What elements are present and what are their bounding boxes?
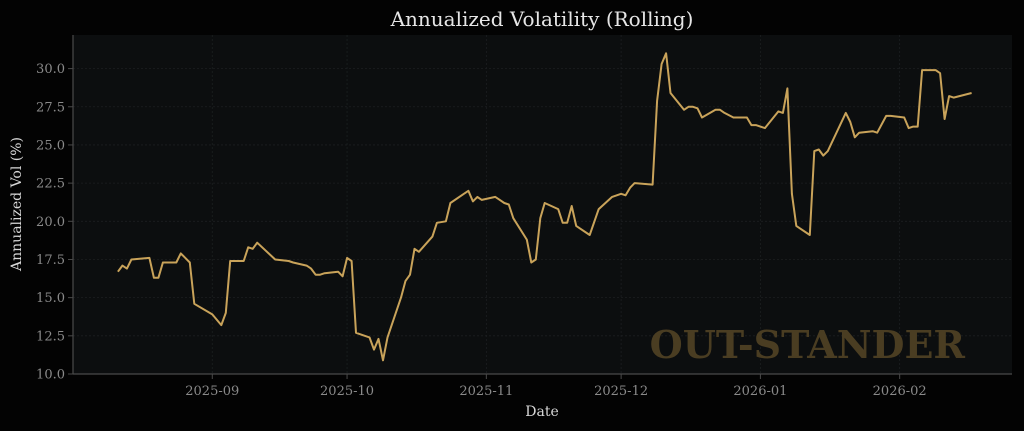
y-tick-label: 27.5 (36, 100, 65, 115)
y-tick-label: 22.5 (36, 177, 65, 192)
y-axis-label: Annualized Vol (%) (9, 137, 25, 272)
y-tick-label: 12.5 (36, 329, 65, 344)
x-tick-label: 2026-01 (733, 384, 787, 399)
x-tick-label: 2025-10 (320, 384, 374, 399)
plot-area (73, 35, 1012, 374)
y-tick-label: 15.0 (36, 291, 65, 306)
y-axis-ticks: 10.0 12.5 15.0 17.5 20.0 22.5 25.0 27.5 30.0 (36, 62, 73, 383)
x-axis-label: Date (525, 404, 558, 420)
x-tick-label: 2026-02 (873, 384, 927, 399)
series-layer (117, 52, 972, 362)
y-tick-label: 10.0 (36, 368, 65, 383)
chart-title: Annualized Volatility (Rolling) (390, 7, 694, 31)
x-tick-label: 2025-11 (459, 384, 513, 399)
x-axis-ticks: 2025-09 2025-10 2025-11 2025-12 2026-01 2026-… (185, 374, 927, 399)
y-tick-label: 30.0 (36, 62, 65, 77)
x-tick-label: 2025-09 (185, 384, 239, 399)
y-tick-label: 25.0 (36, 138, 65, 153)
watermark: OUT-STANDER (650, 322, 966, 367)
y-tick-label: 20.0 (36, 215, 65, 230)
volatility-series-line (117, 52, 972, 362)
y-tick-label: 17.5 (36, 253, 65, 268)
x-tick-label: 2025-12 (594, 384, 648, 399)
